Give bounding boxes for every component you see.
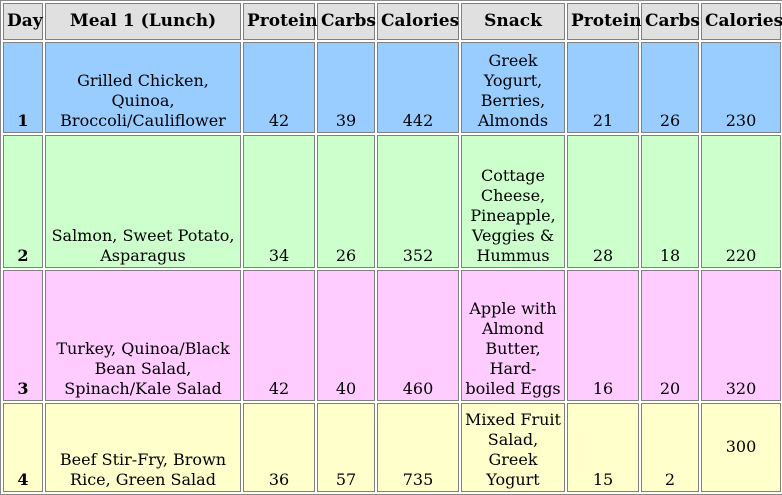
meal-protein-cell: 34 (243, 135, 315, 268)
meal-carbs-cell: 39 (317, 42, 375, 133)
meal-cell: Turkey, Quinoa/Black Bean Salad, Spinach… (45, 270, 241, 401)
day-cell: 2 (3, 135, 43, 268)
meal-calories-cell: 352 (377, 135, 459, 268)
header-snack-protein: Protein (567, 3, 642, 40)
table-row: 4 Beef Stir-Fry, Brown Rice, Green Salad… (3, 403, 781, 492)
meal-carbs-cell: 40 (317, 270, 375, 401)
header-snack-calories: Calories (701, 3, 782, 40)
day-cell: 4 (3, 403, 43, 492)
meal-protein-cell: 36 (243, 403, 315, 492)
snack-cell: Greek Yogurt, Berries, Almonds (461, 42, 565, 133)
header-snack: Snack (461, 3, 565, 40)
header-meal: Meal 1 (Lunch) (45, 3, 241, 40)
header-meal-protein: Protein (243, 3, 318, 40)
day-cell: 1 (3, 42, 43, 133)
meal-carbs-cell: 26 (317, 135, 375, 268)
snack-protein-cell: 15 (567, 403, 639, 492)
snack-calories-cell: 300 (701, 403, 781, 492)
snack-carbs-cell: 2 (641, 403, 699, 492)
meal-carbs-cell: 57 (317, 403, 375, 492)
snack-calories-cell: 320 (701, 270, 781, 401)
meal-cell: Grilled Chicken, Quinoa, Broccoli/Caulif… (45, 42, 241, 133)
snack-protein-cell: 28 (567, 135, 639, 268)
header-snack-carbs: Carbs (641, 3, 700, 40)
meal-protein-cell: 42 (243, 42, 315, 133)
meal-calories-cell: 460 (377, 270, 459, 401)
meal-protein-cell: 42 (243, 270, 315, 401)
header-row: Day Meal 1 (Lunch) Protein Carbs Calorie… (3, 3, 782, 40)
snack-calories-cell: 220 (701, 135, 781, 268)
meal-cell: Beef Stir-Fry, Brown Rice, Green Salad (45, 403, 241, 492)
header-day: Day (3, 3, 43, 40)
header-meal-carbs: Carbs (317, 3, 376, 40)
meal-cell: Salmon, Sweet Potato, Asparagus (45, 135, 241, 268)
snack-cell: Apple with Almond Butter, Hard-boiled Eg… (461, 270, 565, 401)
snack-protein-cell: 21 (567, 42, 639, 133)
snack-cell: Cottage Cheese, Pineapple, Veggies & Hum… (461, 135, 565, 268)
snack-carbs-cell: 18 (641, 135, 699, 268)
snack-carbs-cell: 20 (641, 270, 699, 401)
snack-carbs-cell: 26 (641, 42, 699, 133)
day-cell: 3 (3, 270, 43, 401)
meal-calories-cell: 735 (377, 403, 459, 492)
snack-cell: Mixed Fruit Salad, Greek Yogurt (461, 403, 565, 492)
table-row: 1 Grilled Chicken, Quinoa, Broccoli/Caul… (3, 42, 781, 133)
snack-protein-cell: 16 (567, 270, 639, 401)
table-row: 2 Salmon, Sweet Potato, Asparagus 34 26 … (3, 135, 781, 268)
header-meal-calories: Calories (377, 3, 459, 40)
snack-calories-cell: 230 (701, 42, 781, 133)
meal-calories-cell: 442 (377, 42, 459, 133)
table-row: 3 Turkey, Quinoa/Black Bean Salad, Spina… (3, 270, 781, 401)
